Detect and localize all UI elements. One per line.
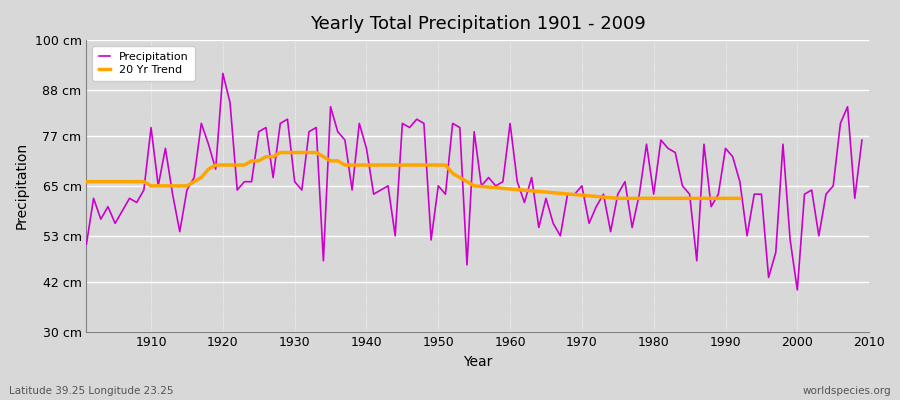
Line: 20 Yr Trend: 20 Yr Trend — [86, 152, 740, 198]
Text: Latitude 39.25 Longitude 23.25: Latitude 39.25 Longitude 23.25 — [9, 386, 174, 396]
Text: worldspecies.org: worldspecies.org — [803, 386, 891, 396]
X-axis label: Year: Year — [464, 355, 492, 369]
20 Yr Trend — [677, 196, 688, 201]
Precipitation — [346, 188, 357, 192]
Precipitation — [303, 129, 314, 134]
20 Yr Trend — [254, 158, 265, 163]
20 Yr Trend — [81, 179, 92, 184]
20 Yr Trend — [662, 196, 673, 201]
20 Yr Trend — [734, 196, 745, 201]
20 Yr Trend — [196, 175, 207, 180]
Precipitation — [512, 179, 523, 184]
Precipitation — [218, 71, 229, 76]
20 Yr Trend — [274, 150, 285, 155]
Y-axis label: Precipitation: Precipitation — [15, 142, 29, 230]
Precipitation — [505, 121, 516, 126]
20 Yr Trend — [346, 163, 357, 168]
20 Yr Trend — [612, 196, 623, 201]
Precipitation — [857, 138, 868, 142]
Precipitation — [792, 288, 803, 292]
20 Yr Trend — [698, 196, 709, 201]
Legend: Precipitation, 20 Yr Trend: Precipitation, 20 Yr Trend — [92, 46, 195, 82]
Title: Yearly Total Precipitation 1901 - 2009: Yearly Total Precipitation 1901 - 2009 — [310, 15, 645, 33]
Precipitation — [598, 192, 608, 196]
Precipitation — [81, 242, 92, 246]
Precipitation — [139, 188, 149, 192]
Line: Precipitation: Precipitation — [86, 74, 862, 290]
